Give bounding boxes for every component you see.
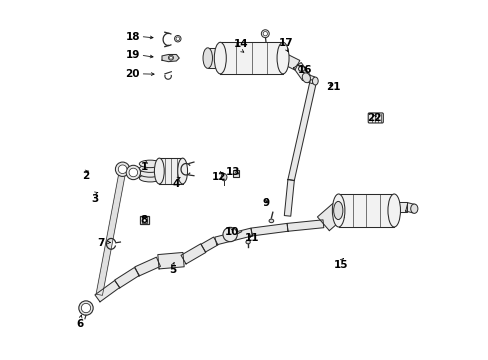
FancyBboxPatch shape [142, 217, 147, 223]
Circle shape [168, 55, 173, 60]
Text: 9: 9 [262, 198, 269, 208]
Polygon shape [162, 54, 179, 62]
Polygon shape [158, 252, 184, 269]
Ellipse shape [139, 170, 161, 177]
Ellipse shape [139, 175, 161, 182]
Polygon shape [135, 257, 160, 276]
Text: 1: 1 [140, 162, 147, 172]
Text: 5: 5 [169, 265, 176, 275]
Polygon shape [95, 280, 120, 302]
Ellipse shape [277, 42, 288, 74]
Text: 12: 12 [211, 172, 225, 182]
Polygon shape [393, 202, 406, 212]
Ellipse shape [387, 194, 400, 227]
Polygon shape [181, 244, 205, 264]
Ellipse shape [221, 174, 226, 181]
Circle shape [174, 36, 181, 42]
Text: 13: 13 [225, 167, 240, 177]
Polygon shape [220, 42, 283, 74]
Ellipse shape [312, 77, 318, 85]
Text: 19: 19 [125, 50, 140, 60]
Text: 2: 2 [82, 171, 89, 181]
Polygon shape [207, 48, 220, 68]
Circle shape [261, 30, 269, 38]
FancyBboxPatch shape [232, 170, 239, 177]
Polygon shape [280, 53, 299, 70]
Polygon shape [317, 204, 344, 231]
Polygon shape [286, 220, 323, 231]
Polygon shape [201, 237, 218, 252]
Circle shape [129, 168, 137, 177]
Circle shape [169, 56, 172, 59]
Ellipse shape [410, 204, 417, 213]
Ellipse shape [154, 158, 164, 184]
Text: 15: 15 [333, 260, 348, 270]
Polygon shape [251, 224, 287, 236]
Circle shape [223, 227, 237, 242]
Ellipse shape [139, 165, 161, 172]
Text: 8: 8 [140, 215, 147, 225]
Text: 6: 6 [77, 319, 84, 329]
Text: 21: 21 [325, 82, 340, 93]
Text: 17: 17 [278, 38, 292, 48]
Text: 4: 4 [172, 179, 180, 189]
Ellipse shape [268, 219, 273, 223]
Polygon shape [284, 180, 294, 216]
Polygon shape [405, 203, 414, 213]
Polygon shape [293, 63, 309, 81]
Circle shape [126, 165, 140, 180]
Ellipse shape [139, 160, 161, 168]
Text: 10: 10 [224, 227, 239, 237]
Circle shape [118, 165, 126, 174]
Polygon shape [287, 80, 316, 181]
Ellipse shape [302, 73, 310, 83]
Polygon shape [159, 158, 182, 184]
Text: 20: 20 [125, 69, 140, 79]
Circle shape [81, 303, 90, 313]
Polygon shape [338, 194, 393, 227]
Ellipse shape [203, 48, 212, 68]
Circle shape [263, 32, 267, 36]
Text: 18: 18 [125, 32, 140, 41]
Text: 3: 3 [91, 194, 99, 204]
Circle shape [176, 37, 179, 41]
Ellipse shape [333, 201, 342, 220]
Text: 16: 16 [297, 64, 311, 75]
Ellipse shape [177, 158, 187, 184]
Ellipse shape [245, 240, 250, 244]
Circle shape [79, 301, 93, 315]
FancyBboxPatch shape [140, 216, 148, 224]
FancyBboxPatch shape [367, 113, 383, 123]
Circle shape [115, 162, 129, 176]
Polygon shape [96, 170, 125, 295]
Polygon shape [305, 75, 314, 84]
Text: 7: 7 [97, 238, 104, 248]
Ellipse shape [298, 66, 305, 71]
Polygon shape [214, 228, 252, 245]
Polygon shape [115, 267, 139, 288]
Ellipse shape [214, 42, 226, 74]
Text: 22: 22 [366, 113, 381, 123]
Ellipse shape [332, 194, 344, 227]
Text: 14: 14 [233, 40, 248, 49]
Text: 11: 11 [244, 233, 258, 243]
